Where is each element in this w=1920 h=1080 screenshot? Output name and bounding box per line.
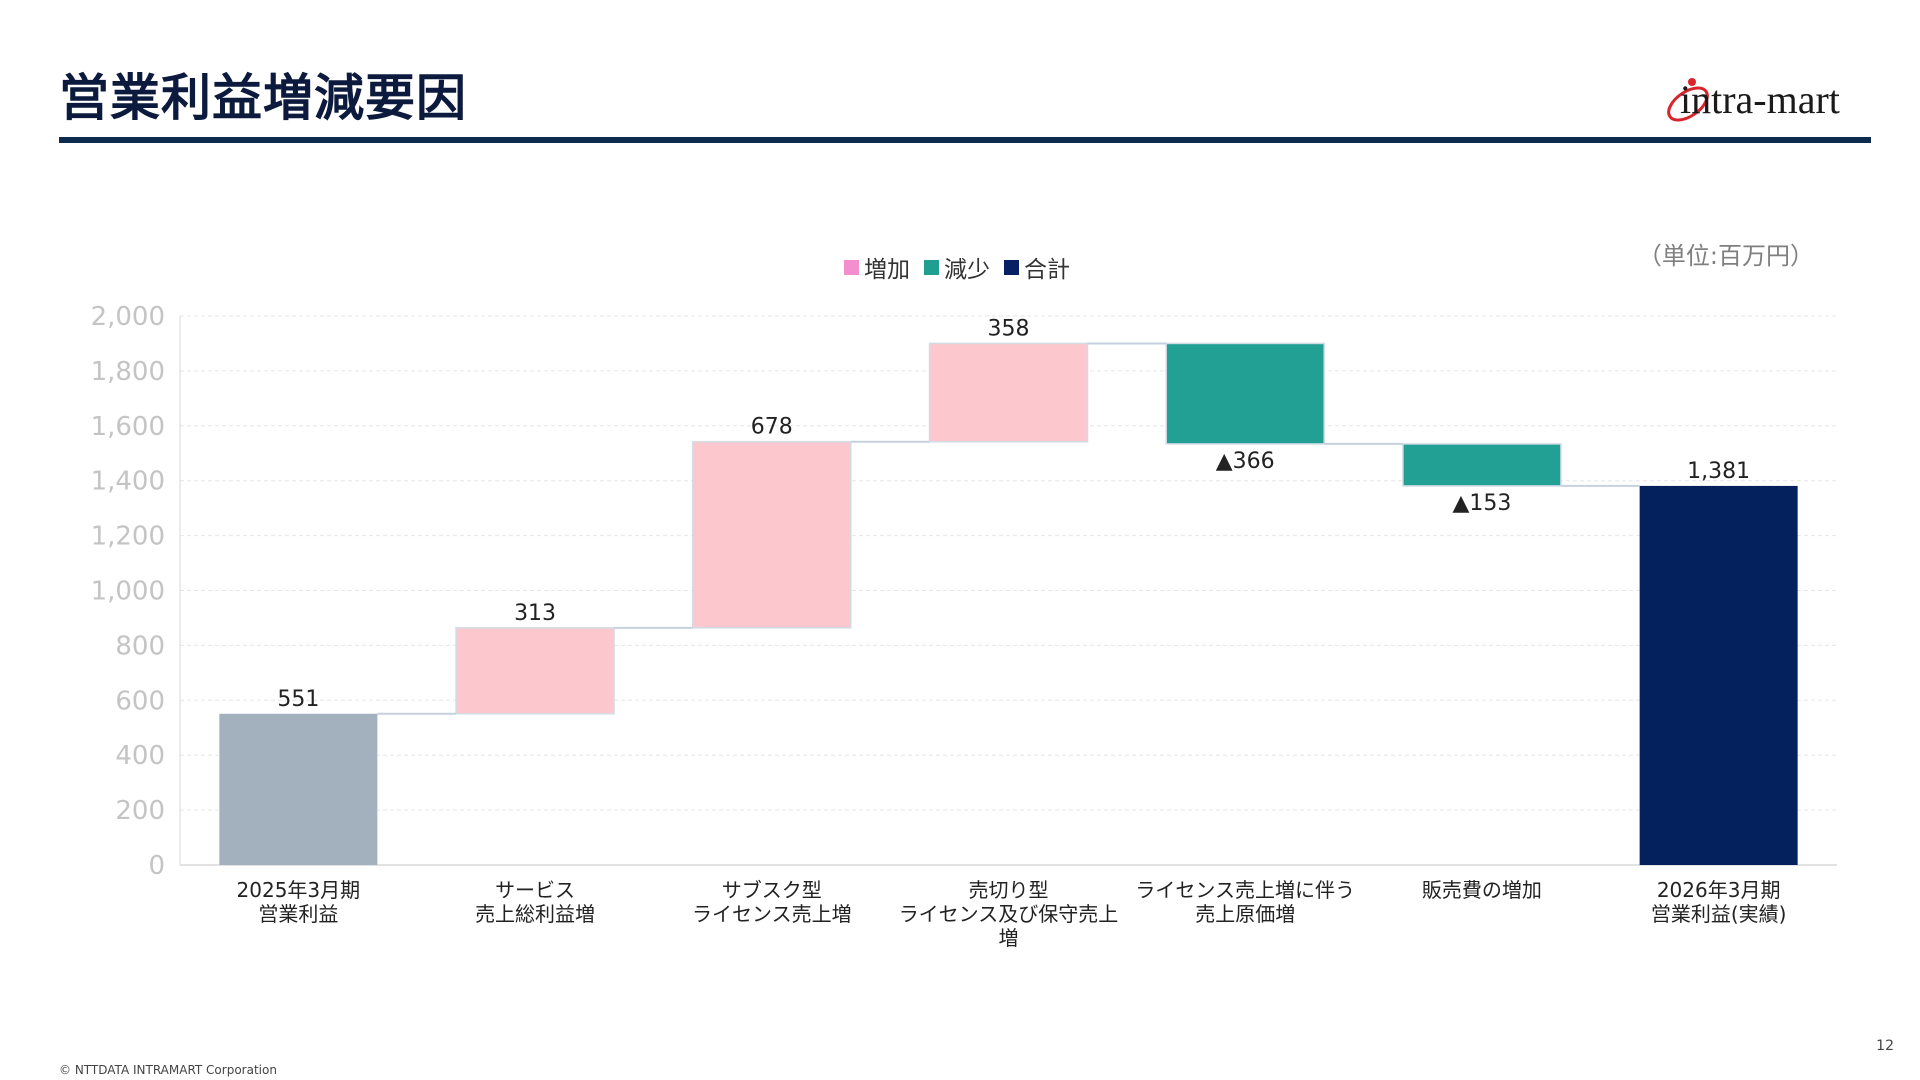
title-divider — [59, 137, 1871, 143]
y-tick-label: 1,400 — [91, 467, 165, 497]
data-label: 678 — [751, 415, 793, 440]
y-tick-label: 600 — [115, 686, 165, 716]
waterfall-bar — [1639, 485, 1798, 865]
x-category-label: 販売費の増加 — [1421, 878, 1542, 902]
unit-label: （単位:百万円） — [1637, 242, 1814, 270]
data-label: ▲153 — [1452, 491, 1511, 516]
legend-swatch-increase — [844, 259, 859, 275]
y-tick-label: 1,000 — [91, 577, 165, 607]
y-tick-label: 800 — [115, 631, 165, 661]
waterfall-bar — [455, 627, 615, 715]
y-tick-label: 0 — [148, 851, 165, 881]
x-category-label: サービス 売上総利益増 — [475, 878, 596, 926]
y-tick-label: 2,000 — [91, 302, 165, 332]
page-number: 12 — [1876, 1038, 1894, 1054]
x-category-label: 売切り型 ライセンス及び保守売上増 — [898, 878, 1119, 950]
legend-label-increase: 増加 — [864, 257, 910, 283]
y-tick-label: 1,600 — [91, 412, 165, 442]
y-tick-label: 400 — [115, 741, 165, 771]
waterfall-bar — [1402, 443, 1562, 487]
legend-item-increase: 増加 — [844, 250, 910, 284]
copyright-footer: © NTTDATA INTRAMART Corporation — [59, 1063, 277, 1077]
intra-mart-logo: intra-mart — [1660, 74, 1860, 126]
data-label: 551 — [277, 687, 319, 712]
x-category-label: ライセンス売上増に伴う 売上原価増 — [1135, 878, 1355, 926]
legend-label-decrease: 減少 — [944, 257, 990, 283]
waterfall-bar — [692, 440, 852, 629]
legend-swatch-decrease — [924, 259, 939, 275]
logo-swoosh-icon — [1667, 78, 1709, 122]
legend-swatch-total — [1004, 259, 1019, 275]
data-label: 358 — [988, 316, 1030, 341]
chart-legend: 増加 減少 合計 — [844, 250, 1070, 284]
waterfall-bar — [219, 713, 378, 865]
waterfall-bar — [928, 342, 1089, 443]
data-label: 313 — [514, 601, 556, 626]
legend-item-total: 合計 — [1004, 250, 1070, 284]
page-title: 営業利益増減要因 — [59, 69, 467, 127]
legend-item-decrease: 減少 — [924, 250, 990, 284]
y-tick-label: 1,200 — [91, 522, 165, 552]
data-label: 1,381 — [1687, 459, 1750, 484]
y-tick-label: 200 — [115, 796, 165, 826]
waterfall-bar — [1165, 342, 1325, 445]
x-category-label: 2025年3月期 営業利益 — [236, 878, 361, 926]
data-label: ▲366 — [1216, 449, 1275, 474]
x-category-label: サブスク型 ライセンス売上増 — [691, 878, 852, 926]
x-category-label: 2026年3月期 営業利益(実績) — [1650, 878, 1787, 926]
logo-text: intra-mart — [1680, 77, 1840, 122]
legend-label-total: 合計 — [1024, 257, 1070, 283]
y-tick-label: 1,800 — [91, 357, 165, 387]
